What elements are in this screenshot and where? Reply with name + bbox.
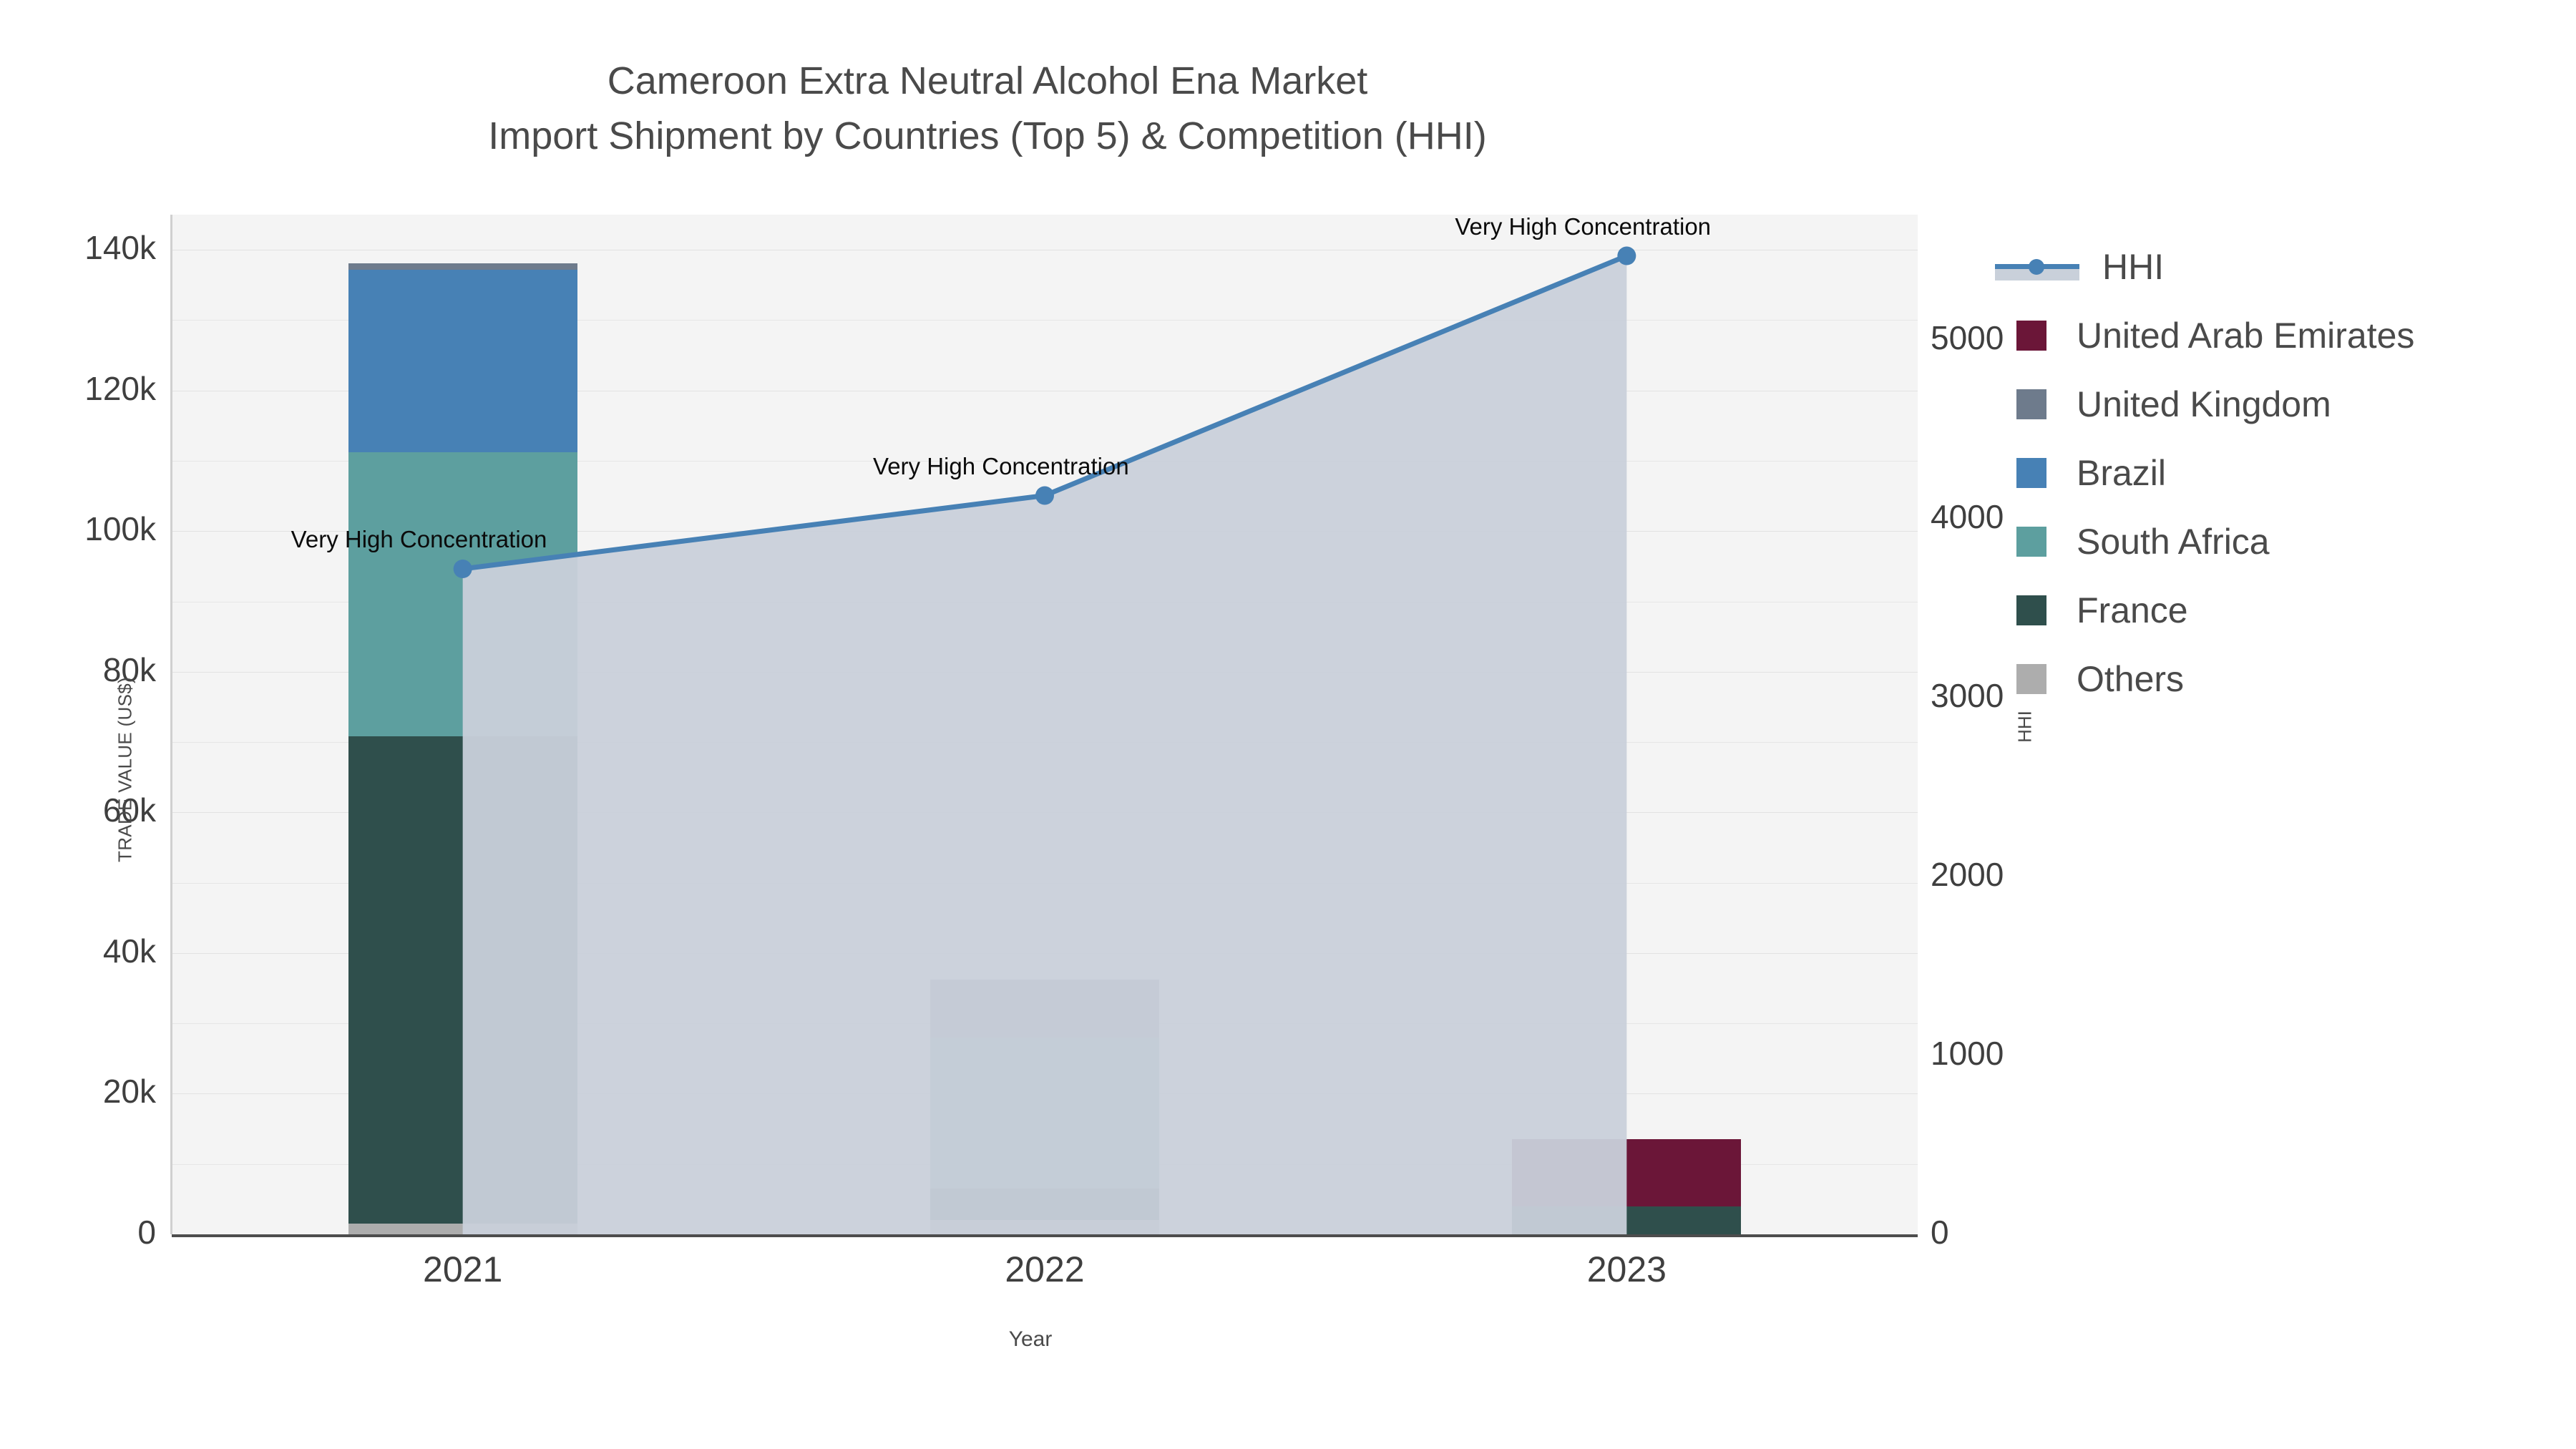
legend-label: HHI [2102,247,2165,287]
legend-item-united-kingdom[interactable]: United Kingdom [1989,370,2562,439]
gridline [172,320,1918,321]
y-tick-left: 0 [137,1214,156,1251]
y-tick-left: 140k [84,229,156,267]
annotation-2022: Very High Concentration [873,452,1129,479]
x-tick-2022: 2022 [1005,1249,1085,1289]
y-axis-left-label: TRADE VALUE (US$) [114,677,136,862]
annotation-2023: Very High Concentration [1455,213,1712,240]
legend-item-united-arab-emirates[interactable]: United Arab Emirates [1989,301,2562,370]
y-axis-left-spine [170,215,172,1234]
chart-title: Cameroon Extra Neutral Alcohol Ena Marke… [0,54,1975,163]
legend-item-france[interactable]: France [1989,576,2562,645]
legend-label: France [2077,590,2188,630]
legend-label: United Kingdom [2077,384,2331,424]
legend-label: Brazil [2077,453,2167,493]
legend-label: Others [2077,659,2185,699]
y-tick-right: 1000 [1931,1035,2004,1072]
legend-label: United Arab Emirates [2077,316,2415,356]
hhi-area-fill [462,255,1627,1234]
legend-item-hhi[interactable]: HHI [1989,233,2562,301]
y-tick-left: 100k [84,510,156,548]
legend-label: South Africa [2077,522,2270,562]
bar-segment-brazil[interactable] [348,269,577,453]
plot-area: Very High Concentration Very High Concent… [172,213,1918,1235]
chart-title-line-2: Import Shipment by Countries (Top 5) & C… [488,114,1487,157]
annotation-2021: Very High Concentration [291,526,547,552]
x-tick-2021: 2021 [423,1249,503,1289]
hhi-point-2022[interactable] [1035,486,1054,505]
chart-title-line-1: Cameroon Extra Neutral Alcohol Ena Marke… [607,59,1368,102]
legend: HHI United Arab Emirates United Kingdom Bra… [1989,233,2562,713]
gridline [172,460,1918,462]
legend-color-swatch [2016,321,2046,351]
legend-color-swatch [2016,664,2046,694]
legend-area-band [1995,269,2079,280]
hhi-overlay [453,246,1636,1234]
legend-item-brazil[interactable]: Brazil [1989,439,2562,507]
y-tick-right: 5000 [1931,319,2004,356]
y-tick-right: 4000 [1931,498,2004,535]
y-tick-left: 20k [102,1073,156,1111]
legend-item-others[interactable]: Others [1989,645,2562,713]
y-tick-right: 2000 [1931,856,2004,893]
bar-segment-united-kingdom[interactable] [348,263,577,270]
y-tick-left: 80k [102,650,156,688]
x-tick-2023: 2023 [1586,1249,1667,1289]
legend-color-swatch [2016,527,2046,557]
y-tick-left: 120k [84,369,156,407]
y-tick-left: 40k [102,932,156,970]
legend-color-swatch [2016,595,2046,625]
hhi-markers [453,246,1636,578]
hhi-point-2023[interactable] [1617,246,1636,265]
y-tick-left: 60k [102,791,156,829]
y-tick-right: 3000 [1931,677,2004,714]
legend-color-swatch [2016,458,2046,488]
y-tick-right: 0 [1931,1214,1949,1251]
legend-line-dot [2029,259,2044,275]
legend-item-south-africa[interactable]: South Africa [1989,507,2562,576]
legend-line-swatch [1995,252,2079,282]
hhi-point-2021[interactable] [453,560,472,578]
x-axis-label: Year [1008,1327,1053,1351]
x-axis-line [172,1234,1918,1237]
legend-color-swatch [2016,389,2046,419]
